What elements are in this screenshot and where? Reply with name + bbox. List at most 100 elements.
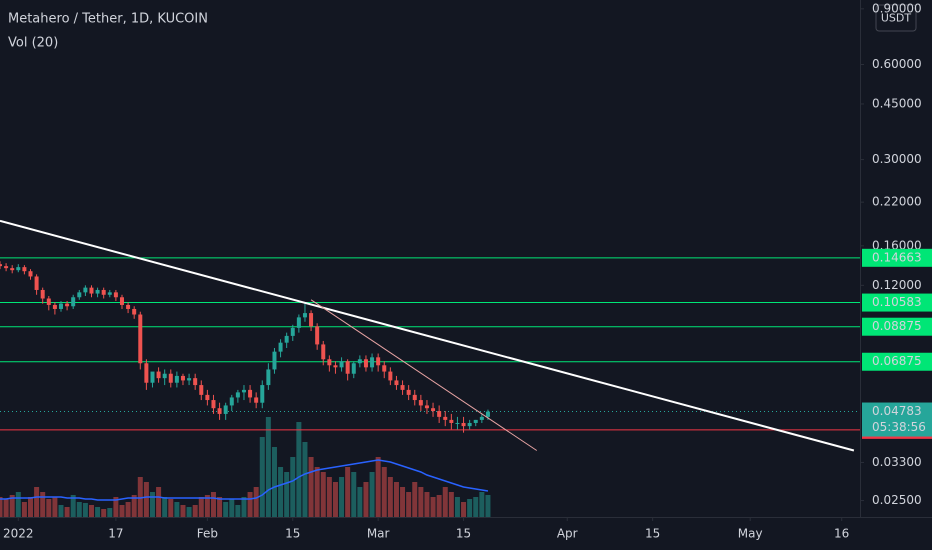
candle-body <box>266 369 271 386</box>
x-tick-label: 15 <box>285 527 300 541</box>
volume-bar <box>82 503 88 517</box>
volume-bar <box>58 505 64 517</box>
volume-bar <box>284 472 290 517</box>
candle-body <box>406 389 411 395</box>
volume-bar <box>473 497 479 517</box>
x-tick-label: Apr <box>557 527 578 541</box>
volume-bar <box>436 495 442 517</box>
level-label: 0.10583 <box>872 295 922 309</box>
candle-body <box>302 313 307 318</box>
volume-bar <box>15 492 21 517</box>
candle-body <box>52 304 57 309</box>
volume-bar <box>430 497 436 517</box>
y-tick-label: 0.02500 <box>872 493 922 507</box>
candle-body <box>58 303 63 309</box>
volume-bar <box>326 477 332 517</box>
volume-bar <box>88 505 94 517</box>
candle-body <box>370 357 375 368</box>
candle-body <box>309 313 314 327</box>
candle-body <box>241 389 246 393</box>
candle-body <box>174 375 179 383</box>
candle-body <box>248 389 253 398</box>
volume-bar <box>387 477 393 517</box>
candle-body <box>28 271 33 277</box>
volume-bar <box>174 502 180 517</box>
candle-body <box>107 292 112 295</box>
volume-bar <box>278 467 284 517</box>
volume-bar <box>27 497 33 517</box>
volume-bar <box>424 492 430 517</box>
volume-bar <box>418 487 424 517</box>
candle-body <box>101 289 106 295</box>
volume-bar <box>241 497 247 517</box>
x-tick-label: 2022 <box>3 527 34 541</box>
x-tick-label: Feb <box>197 527 218 541</box>
volume-bar <box>119 505 125 517</box>
y-tick-label: 0.90000 <box>872 1 922 15</box>
candle-body <box>424 405 429 409</box>
candle-body <box>4 266 9 269</box>
volume-bar <box>308 457 314 517</box>
volume-bar <box>369 472 375 517</box>
volume-bar <box>9 495 15 517</box>
volume-bar <box>180 505 186 517</box>
volume-bar <box>290 457 296 517</box>
candle-body <box>89 287 94 294</box>
volume-bar <box>259 437 265 517</box>
candle-body <box>150 371 155 383</box>
y-tick-label: 0.03300 <box>872 455 922 469</box>
volume-bar <box>143 482 149 517</box>
y-tick-label: 0.30000 <box>872 152 922 166</box>
x-tick-label: 17 <box>108 527 123 541</box>
candle-body <box>327 359 332 366</box>
candle-body <box>345 361 350 374</box>
volume-bar <box>95 507 101 517</box>
candle-body <box>156 371 161 379</box>
y-tick-label: 0.22000 <box>872 195 922 209</box>
volume-bar <box>357 487 363 517</box>
volume-bar <box>265 417 271 517</box>
candle-body <box>290 327 295 336</box>
x-tick-label: 15 <box>456 527 471 541</box>
volume-bar <box>296 422 302 517</box>
candle-body <box>321 344 326 360</box>
candle-body <box>113 292 118 298</box>
candle-body <box>333 365 338 368</box>
volume-bar <box>64 507 70 517</box>
candle-body <box>363 359 368 368</box>
candle-body <box>40 289 45 299</box>
volume-bar <box>137 477 143 517</box>
candle-body <box>382 365 387 372</box>
volume-bar <box>46 499 52 517</box>
candle-body <box>485 411 490 417</box>
currency-badge[interactable] <box>875 4 917 32</box>
candle-body <box>235 392 240 398</box>
candle-body <box>180 375 185 381</box>
candle-body <box>272 351 277 370</box>
candle-body <box>46 298 51 305</box>
volume-bar <box>131 495 137 517</box>
volume-title: Vol (20) <box>8 36 58 51</box>
volume-bar <box>454 497 460 517</box>
last-price-label: 0.04783 <box>872 404 922 418</box>
volume-bar <box>168 499 174 517</box>
chart-title: Metahero / Tether, 1D, KUCOIN <box>8 12 208 27</box>
volume-bar <box>412 482 418 517</box>
candle-body <box>260 385 265 403</box>
candle-body <box>339 361 344 368</box>
candle-body <box>95 289 100 294</box>
volume-bar <box>192 505 198 517</box>
y-tick-label: 0.12000 <box>872 278 922 292</box>
volume-bar <box>479 492 485 517</box>
volume-bar <box>467 499 473 517</box>
candle-body <box>315 326 320 345</box>
volume-bar <box>3 499 9 517</box>
candle-body <box>168 373 173 383</box>
candle-body <box>467 422 472 427</box>
volume-bar <box>485 495 491 517</box>
candle-body <box>132 308 137 315</box>
volume-bar <box>339 477 345 517</box>
candle-body <box>211 400 216 409</box>
